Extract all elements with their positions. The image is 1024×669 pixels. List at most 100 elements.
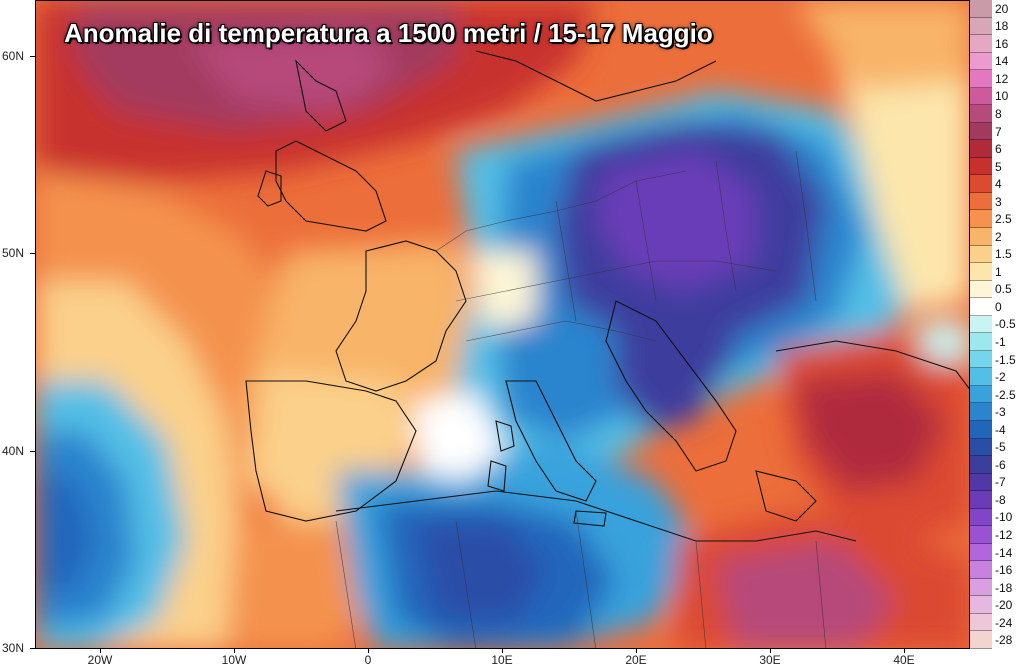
- legend-entry: -5: [970, 438, 1024, 457]
- legend-entry: 18: [970, 17, 1024, 36]
- legend-label: -3: [995, 405, 1006, 420]
- legend-entry: 14: [970, 52, 1024, 71]
- lon-label-40e: 40E: [893, 653, 915, 667]
- legend-label: 18: [995, 19, 1009, 34]
- legend-swatch: [970, 561, 992, 579]
- legend-swatch: [970, 122, 992, 141]
- legend-entry: -28: [970, 631, 1024, 649]
- legend-label: -8: [995, 492, 1006, 507]
- legend-entry: -18: [970, 578, 1024, 597]
- legend-entry: -2: [970, 368, 1024, 386]
- legend-entry: 5: [970, 157, 1024, 176]
- map-panel: [35, 0, 970, 649]
- legend-swatch: [970, 210, 992, 229]
- legend-entry: -0.5: [970, 315, 1024, 334]
- legend-entry: -24: [970, 613, 1024, 632]
- lon-tick: [368, 649, 369, 653]
- legend-label: -4: [995, 422, 1006, 437]
- legend-swatch: [970, 333, 992, 351]
- legend-label: 12: [995, 71, 1009, 86]
- legend-entry: 7: [970, 122, 1024, 141]
- legend-swatch: [970, 456, 992, 474]
- legend-entry: 2: [970, 228, 1024, 246]
- legend-label: -1.5: [995, 352, 1016, 367]
- legend-swatch: [970, 385, 992, 404]
- legend-label: 20: [995, 1, 1009, 16]
- legend-label: 14: [995, 54, 1009, 69]
- legend-label: -20: [995, 598, 1013, 613]
- legend-entry: 4: [970, 175, 1024, 193]
- lat-label-50n: 50N: [2, 246, 25, 260]
- legend-label: 6: [995, 142, 1002, 157]
- legend-label: -10: [995, 510, 1013, 525]
- lon-label-10e: 10E: [491, 653, 513, 667]
- legend-label: -24: [995, 615, 1013, 630]
- legend-swatch: [970, 175, 992, 193]
- legend-entry: -7: [970, 473, 1024, 492]
- lon-label-30e: 30E: [759, 653, 781, 667]
- legend-swatch: [970, 52, 992, 71]
- legend-entry: -10: [970, 508, 1024, 527]
- legend-entry: 0: [970, 298, 1024, 316]
- legend-entry: 3: [970, 192, 1024, 211]
- legend-entry: 12: [970, 70, 1024, 88]
- legend-entry: -8: [970, 491, 1024, 509]
- legend-entry: 20: [970, 0, 1024, 18]
- legend-swatch: [970, 631, 992, 649]
- lat-tick: [30, 648, 35, 649]
- legend-label: 3: [995, 194, 1002, 209]
- legend-swatch: [970, 70, 992, 88]
- legend-swatch: [970, 105, 992, 123]
- legend-swatch: [970, 315, 992, 334]
- legend-swatch: [970, 578, 992, 597]
- legend-swatch: [970, 192, 992, 211]
- legend-label: -28: [995, 633, 1013, 648]
- legend-swatch: [970, 245, 992, 264]
- legend-swatch: [970, 508, 992, 527]
- legend-swatch: [970, 157, 992, 176]
- legend-label: -6: [995, 457, 1006, 472]
- legend-swatch: [970, 420, 992, 439]
- legend-entry: 6: [970, 140, 1024, 158]
- legend-label: 0: [995, 299, 1002, 314]
- legend-swatch: [970, 543, 992, 562]
- color-scale-legend: 20 18 16 14 12 10 8 7 6 5 4 3 2.5 2 1.5 1 0.5 0 -0.5 -1 -1.5…: [970, 0, 1024, 649]
- legend-swatch: [970, 17, 992, 36]
- legend-swatch: [970, 613, 992, 632]
- legend-swatch: [970, 87, 992, 106]
- legend-label: -16: [995, 563, 1013, 578]
- coastlines: [245, 50, 969, 542]
- legend-entry: 2.5: [970, 210, 1024, 229]
- legend-swatch: [970, 228, 992, 246]
- legend-entry: -4: [970, 420, 1024, 439]
- legend-label: -14: [995, 545, 1013, 560]
- legend-label: 2: [995, 229, 1002, 244]
- legend-entry: 1.5: [970, 245, 1024, 264]
- lat-tick: [30, 451, 35, 452]
- legend-label: 8: [995, 107, 1002, 121]
- lon-tick: [100, 649, 101, 653]
- map-title: Anomalie di temperatura a 1500 metri / 1…: [64, 18, 713, 48]
- legend-swatch: [970, 473, 992, 492]
- legend-swatch: [970, 350, 992, 369]
- legend-entry: 8: [970, 105, 1024, 123]
- legend-swatch: [970, 403, 992, 421]
- legend-swatch: [970, 298, 992, 316]
- legend-swatch: [970, 263, 992, 281]
- lon-label-0: 0: [364, 653, 372, 667]
- legend-label: -5: [995, 440, 1006, 455]
- legend-swatch: [970, 0, 992, 18]
- lon-tick: [502, 649, 503, 653]
- legend-swatch: [970, 438, 992, 457]
- legend-label: -0.5: [995, 317, 1016, 332]
- country-borders: [335, 150, 827, 648]
- legend-swatch: [970, 368, 992, 386]
- lat-label-60n: 60N: [2, 49, 25, 63]
- lon-tick: [636, 649, 637, 653]
- lon-label-20w: 20W: [87, 653, 113, 667]
- temperature-anomaly-map: [36, 1, 969, 648]
- legend-label: -7: [995, 475, 1006, 490]
- legend-entry: -14: [970, 543, 1024, 562]
- lat-label-30n: 30N: [2, 641, 25, 655]
- legend-label: 4: [995, 177, 1002, 192]
